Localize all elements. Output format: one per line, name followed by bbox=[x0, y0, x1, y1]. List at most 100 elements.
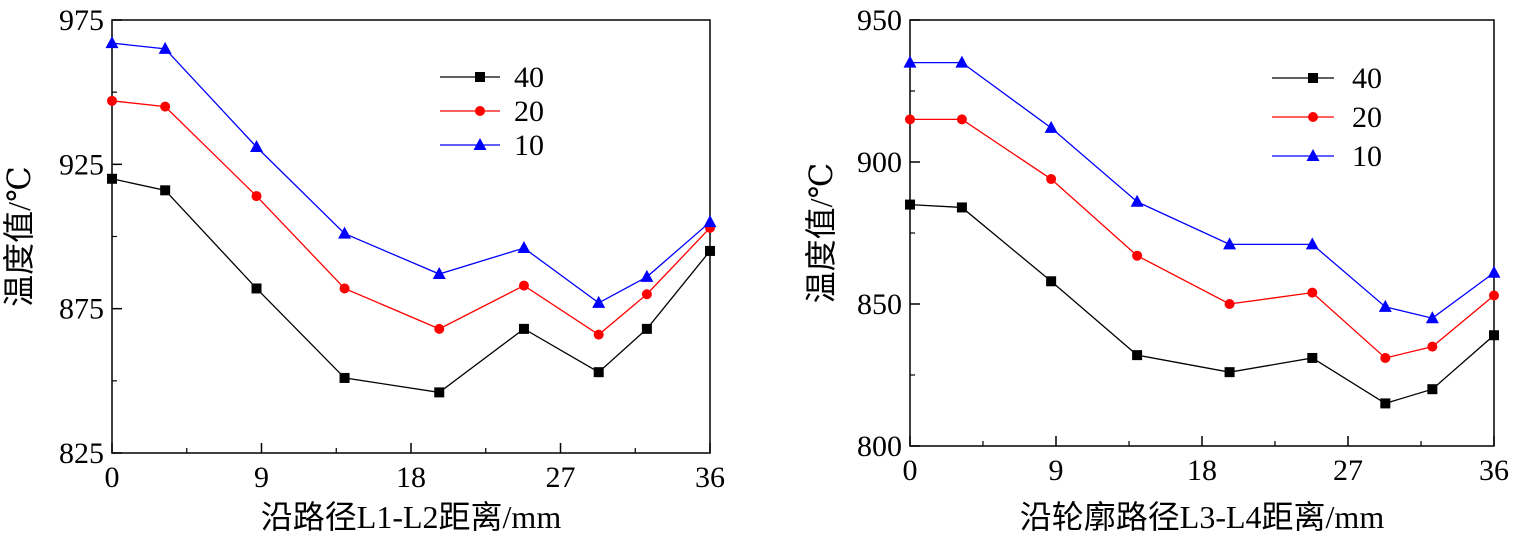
data-point bbox=[1044, 120, 1058, 133]
data-point bbox=[434, 387, 445, 398]
data-point bbox=[1427, 384, 1438, 395]
chart-left: 0 9 18 27 36 825 875 925 975 沿路径L1-L2距离/mm 温度值/℃ 40… bbox=[1, 4, 725, 535]
data-point bbox=[956, 114, 967, 125]
data-point bbox=[107, 173, 117, 184]
x-tick-label: 27 bbox=[546, 461, 576, 494]
data-point bbox=[473, 138, 487, 150]
legend-item-20: 20 bbox=[1272, 101, 1382, 134]
series-line bbox=[111, 178, 711, 394]
data-point bbox=[1306, 149, 1320, 161]
y-tick-label: 925 bbox=[59, 148, 104, 181]
data-point bbox=[1224, 367, 1235, 378]
data-point bbox=[339, 372, 350, 383]
data-point bbox=[475, 72, 485, 82]
legend-label: 20 bbox=[514, 95, 544, 128]
data-point bbox=[338, 226, 352, 239]
data-point bbox=[1307, 352, 1318, 363]
data-point bbox=[1305, 237, 1319, 250]
data-point bbox=[1378, 299, 1392, 312]
y-tick-label: 975 bbox=[59, 4, 104, 37]
data-point bbox=[641, 323, 652, 334]
data-point bbox=[1308, 112, 1318, 122]
data-point bbox=[956, 202, 967, 213]
x-tick-label: 36 bbox=[695, 461, 725, 494]
data-point bbox=[250, 140, 264, 153]
data-point bbox=[1132, 250, 1143, 261]
data-point bbox=[1132, 350, 1143, 361]
x-axis-title: 沿路径L1-L2距离/mm bbox=[261, 499, 562, 535]
data-point bbox=[593, 367, 604, 378]
series-20 bbox=[905, 114, 1499, 363]
x-tick-label: 36 bbox=[1479, 454, 1509, 487]
legend-item-10: 10 bbox=[440, 129, 544, 162]
data-point bbox=[1223, 237, 1237, 250]
data-point bbox=[1307, 287, 1318, 298]
legend-label: 20 bbox=[1352, 101, 1382, 134]
legend-item-10: 10 bbox=[1272, 140, 1382, 173]
data-point bbox=[1487, 265, 1501, 278]
legend-label: 40 bbox=[514, 61, 544, 94]
data-point bbox=[955, 55, 969, 68]
data-point bbox=[251, 191, 262, 202]
data-point bbox=[703, 215, 717, 228]
data-point bbox=[107, 95, 117, 106]
legend-label: 40 bbox=[1352, 62, 1382, 95]
series-line bbox=[910, 61, 1495, 319]
y-axis-title: 温度值/℃ bbox=[803, 163, 839, 304]
data-point bbox=[434, 323, 445, 334]
data-point bbox=[1489, 330, 1499, 341]
series-line bbox=[111, 100, 711, 336]
data-point bbox=[1427, 341, 1438, 352]
data-point bbox=[903, 55, 917, 68]
series-10 bbox=[903, 55, 1501, 324]
series-40 bbox=[905, 199, 1499, 409]
y-tick-label: 950 bbox=[857, 4, 902, 37]
y-tick-label: 850 bbox=[857, 288, 902, 321]
data-point bbox=[1046, 174, 1057, 185]
data-point bbox=[1425, 311, 1439, 324]
data-point bbox=[517, 241, 531, 254]
data-point bbox=[641, 289, 652, 300]
data-point bbox=[158, 41, 172, 54]
data-point bbox=[251, 283, 262, 294]
series-20 bbox=[107, 95, 715, 340]
series-40 bbox=[107, 173, 715, 398]
data-point bbox=[905, 199, 915, 210]
data-point bbox=[339, 283, 350, 294]
data-point bbox=[1489, 290, 1499, 301]
y-tick-label: 800 bbox=[857, 430, 902, 463]
series-line bbox=[910, 118, 1495, 359]
series-line bbox=[909, 203, 1495, 405]
x-tick-label: 27 bbox=[1333, 454, 1363, 487]
x-tick-label: 0 bbox=[903, 454, 918, 487]
x-tick-label: 9 bbox=[254, 461, 269, 494]
data-point bbox=[160, 185, 171, 196]
data-point bbox=[160, 101, 171, 112]
plot-frame bbox=[909, 19, 1495, 447]
data-point bbox=[1046, 276, 1057, 287]
x-axis-title: 沿轮廓路径L3-L4距离/mm bbox=[1020, 499, 1385, 535]
y-tick-label: 900 bbox=[857, 146, 902, 179]
data-point bbox=[105, 36, 119, 49]
x-tick-label: 0 bbox=[105, 461, 120, 494]
data-point bbox=[905, 114, 915, 125]
legend-item-40: 40 bbox=[1272, 62, 1382, 95]
series-line bbox=[111, 42, 711, 304]
data-point bbox=[518, 280, 529, 291]
data-point bbox=[1130, 194, 1144, 207]
y-tick-label: 875 bbox=[59, 293, 104, 326]
chart-right: 0 9 18 27 36 800 850 900 950 沿轮廓路径L3-L4距离/mm 温度值/℃… bbox=[803, 4, 1509, 535]
data-point bbox=[640, 269, 654, 282]
data-point bbox=[1308, 73, 1318, 83]
data-point bbox=[475, 106, 485, 116]
x-tick-label: 18 bbox=[396, 461, 426, 494]
legend-label: 10 bbox=[514, 129, 544, 162]
data-point bbox=[1224, 299, 1235, 309]
x-tick-label: 18 bbox=[1187, 454, 1217, 487]
data-point bbox=[592, 295, 606, 308]
data-point bbox=[518, 323, 529, 334]
legend-item-40: 40 bbox=[440, 61, 544, 94]
y-tick-label: 825 bbox=[59, 437, 104, 470]
legend-item-20: 20 bbox=[440, 95, 544, 128]
